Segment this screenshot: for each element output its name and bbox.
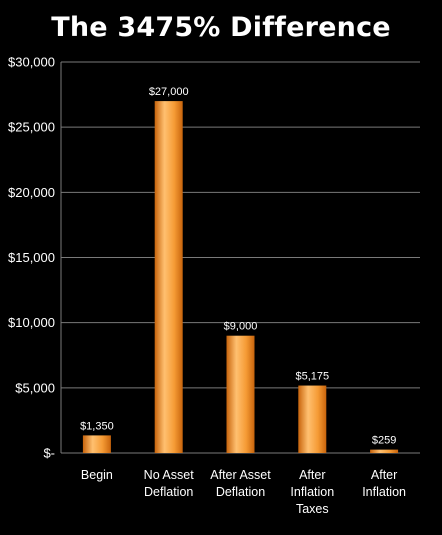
x-tick-label-line: No Asset: [144, 468, 195, 482]
chart-title: The 3475% Difference: [51, 12, 391, 43]
x-tick-label-line: After: [299, 468, 325, 482]
data-label: $1,350: [80, 420, 114, 432]
x-tick-label-line: Deflation: [216, 485, 265, 499]
x-tick-label-line: Inflation: [290, 485, 334, 499]
x-tick-label-line: Deflation: [144, 485, 193, 499]
x-tick-label-line: After Asset: [210, 468, 271, 482]
y-axis-tick-labels: $- $5,000 $10,000 $15,000 $20,000 $25,000 $30,…: [8, 55, 55, 461]
x-tick-label-line: Begin: [81, 468, 113, 482]
y-tick-label: $10,000: [8, 315, 55, 330]
data-label: $5,175: [295, 371, 329, 383]
x-tick-label: After Asset Deflation: [210, 468, 271, 499]
bar: [82, 435, 111, 453]
y-tick-label: $5,000: [15, 380, 55, 395]
gridlines: [61, 61, 420, 389]
data-label: $27,000: [149, 86, 189, 98]
bars: [82, 101, 399, 453]
bar: [370, 449, 399, 453]
bar: [154, 101, 183, 453]
y-tick-label: $-: [43, 446, 55, 461]
x-tick-label: Begin: [81, 468, 113, 482]
x-tick-label: No Asset Deflation: [144, 468, 195, 499]
x-tick-label-line: Taxes: [296, 502, 329, 516]
x-tick-label: After Inflation Taxes: [290, 468, 334, 516]
y-tick-label: $30,000: [8, 55, 55, 70]
y-tick-label: $15,000: [8, 250, 55, 265]
x-tick-label-line: Inflation: [362, 485, 406, 499]
bar: [298, 385, 327, 453]
y-tick-label: $20,000: [8, 185, 55, 200]
x-axis-tick-labels: Begin No Asset Deflation After Asset Deflati…: [81, 468, 406, 516]
bar: [226, 335, 255, 453]
x-tick-label: After Inflation: [362, 468, 406, 499]
x-tick-label-line: After: [371, 468, 397, 482]
data-labels: $1,350 $27,000 $9,000 $5,175 $259: [80, 86, 396, 447]
y-tick-label: $25,000: [8, 120, 55, 135]
data-label: $9,000: [224, 321, 258, 333]
data-label: $259: [372, 435, 396, 447]
